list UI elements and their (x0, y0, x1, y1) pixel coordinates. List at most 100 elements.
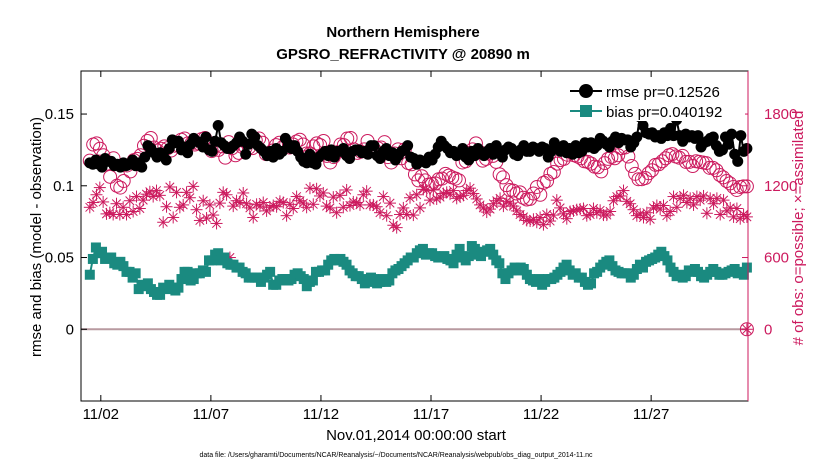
assimilated-obs-point (604, 205, 617, 218)
legend-bias-marker (580, 105, 592, 117)
assimilated-obs-stroke (368, 200, 378, 210)
possible-obs-point (729, 182, 744, 197)
possible-obs-point (492, 167, 507, 182)
assimilated-obs-point (333, 189, 346, 202)
bias-point (662, 255, 673, 266)
assimilated-obs-point (317, 186, 330, 199)
possible-obs-point (116, 174, 131, 188)
bias-point (155, 289, 166, 300)
bias-point (118, 261, 129, 272)
bias-point (463, 251, 474, 262)
y-left-tick-label: 0.15 (45, 106, 74, 123)
bias-point (200, 266, 211, 277)
bias-point (176, 274, 187, 285)
assimilated-obs-stroke (642, 208, 652, 218)
assimilated-obs-point (217, 186, 230, 199)
assimilated-obs-stroke (715, 209, 725, 220)
assimilated-obs-stroke (372, 202, 382, 212)
assimilated-obs-stroke (708, 199, 719, 209)
assimilated-obs-point (707, 197, 720, 210)
assimilated-obs-stroke (392, 223, 402, 233)
y-axis-right-label: # of obs: o=possible; ×=assimilated (790, 111, 807, 346)
assimilated-obs-point (724, 201, 737, 214)
assimilated-obs-stroke (325, 203, 335, 213)
assimilated-obs-stroke (125, 196, 135, 206)
assimilated-obs-point (430, 192, 443, 205)
bias-point (518, 264, 529, 274)
rmse-point (726, 128, 738, 140)
assimilated-obs-stroke (698, 191, 709, 201)
assimilated-obs-stroke (588, 203, 599, 214)
possible-obs-point (678, 154, 693, 169)
assimilated-obs-point (303, 182, 316, 195)
series-bias (84, 241, 752, 300)
rmse-point (160, 154, 172, 166)
assimilated-obs-point (490, 194, 503, 207)
assimilated-obs-stroke (718, 195, 729, 205)
assimilated-obs-point (370, 200, 383, 213)
assimilated-obs-point (484, 203, 497, 216)
rmse-point (735, 130, 747, 142)
bias-point (87, 253, 98, 264)
x-tick-label: 11/02 (83, 406, 119, 423)
assimilated-obs-point (90, 188, 103, 201)
bias-point (497, 268, 508, 279)
assimilated-obs-point (667, 190, 680, 203)
assimilated-obs-point (464, 182, 477, 195)
x-tick-label: 11/12 (303, 406, 339, 423)
assimilated-obs-stroke (148, 191, 158, 202)
assimilated-obs-point (150, 184, 163, 197)
assimilated-obs-stroke (268, 200, 278, 211)
y-left-tick-label: 0.1 (53, 178, 74, 195)
possible-obs-point (411, 173, 426, 188)
bias-point (448, 258, 459, 269)
assimilated-obs-point (687, 198, 700, 211)
assimilated-obs-point (380, 209, 393, 222)
assimilated-obs-point (390, 221, 403, 234)
assimilated-obs-stroke (428, 185, 438, 195)
possible-obs-point (529, 179, 544, 194)
rmse-point (243, 138, 255, 150)
bias-point (97, 246, 108, 257)
assimilated-obs-stroke (85, 202, 95, 212)
assimilated-obs-point (400, 208, 413, 221)
assimilated-obs-stroke (495, 193, 505, 203)
assimilated-obs-point (540, 208, 553, 221)
assimilated-obs-point (197, 194, 210, 207)
assimilated-obs-stroke (472, 194, 482, 204)
assimilated-obs-stroke (422, 185, 432, 195)
assimilated-obs-stroke (625, 199, 635, 209)
y-right-tick-label: 0 (764, 321, 772, 338)
assimilated-obs-point (237, 186, 250, 199)
assimilated-obs-stroke (508, 201, 519, 211)
possible-obs-point (506, 183, 521, 198)
assimilated-obs-stroke (108, 209, 118, 220)
assimilated-obs-point (220, 188, 233, 201)
bias-point (265, 266, 276, 277)
assimilated-obs-stroke (425, 195, 435, 205)
assimilated-obs-stroke (208, 210, 218, 220)
assimilated-obs-point (327, 191, 340, 204)
assimilated-obs-point (544, 215, 557, 228)
series-rmse (84, 111, 753, 173)
assimilated-obs-stroke (515, 209, 525, 220)
assimilated-obs-stroke (398, 203, 408, 213)
assimilated-obs-point (727, 210, 740, 223)
possible-obs-point (726, 179, 741, 194)
legend-box (565, 77, 745, 121)
assimilated-obs-point (170, 186, 183, 199)
assimilated-obs-stroke (395, 209, 405, 220)
assimilated-obs-point (183, 191, 196, 204)
assimilated-obs-point (640, 206, 653, 219)
assimilated-obs-point (157, 216, 170, 229)
assimilated-obs-stroke (412, 190, 422, 200)
legend: rmse pr=0.12526 bias pr=0.040192 (565, 77, 745, 121)
rmse-point (240, 148, 252, 160)
assimilated-obs-point (287, 202, 300, 215)
assimilated-obs-stroke (702, 208, 712, 218)
assimilated-obs-point (500, 195, 513, 208)
assimilated-obs-point (467, 187, 480, 200)
assimilated-obs-stroke (292, 191, 302, 202)
assimilated-obs-point (330, 206, 343, 219)
